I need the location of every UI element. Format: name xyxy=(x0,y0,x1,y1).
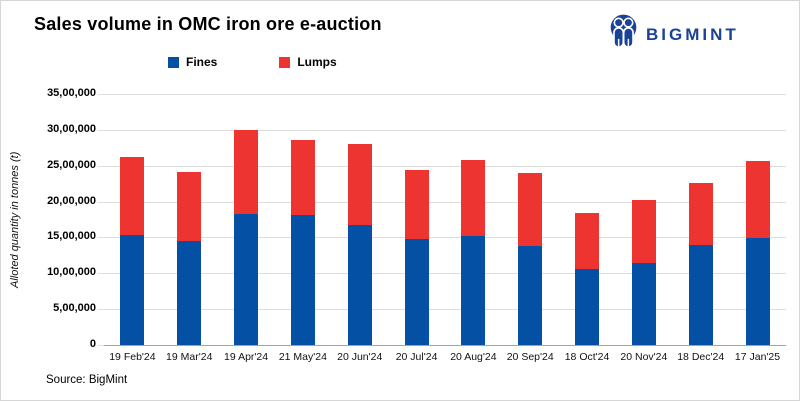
bar-segment-fines xyxy=(745,238,770,345)
x-tick-label: 21 May'24 xyxy=(278,351,327,363)
bar-segment-lumps xyxy=(688,182,713,246)
bar-column xyxy=(445,94,502,345)
x-tick-label: 19 Mar'24 xyxy=(166,351,213,363)
bar-segment-fines xyxy=(290,215,315,345)
y-tick-label: 10,00,000 xyxy=(47,266,96,278)
y-tick-label: 25,00,000 xyxy=(47,159,96,171)
bar-column xyxy=(729,94,786,345)
gridline xyxy=(104,309,786,310)
bar-segment-lumps xyxy=(404,170,429,239)
x-axis-labels: 19 Feb'24 19 Mar'24 19 Apr'24 21 May'24 20 J… xyxy=(104,351,786,363)
bar-segment-fines xyxy=(461,236,486,345)
bar-column xyxy=(559,94,616,345)
bar-column xyxy=(615,94,672,345)
y-tick-mark xyxy=(98,237,104,238)
bar-segment-fines xyxy=(234,213,259,345)
bar-segment-lumps xyxy=(290,139,315,216)
y-tick-label: 5,00,000 xyxy=(53,302,96,314)
chart-title: Sales volume in OMC iron ore e-auction xyxy=(34,14,382,34)
y-tick-mark xyxy=(98,94,104,95)
bar-column xyxy=(274,94,331,345)
bar-segment-lumps xyxy=(177,172,202,242)
bar-segment-lumps xyxy=(120,157,145,235)
bar-segment-fines xyxy=(631,263,656,345)
y-tick-label: 35,00,000 xyxy=(47,87,96,99)
x-tick-label: 19 Apr'24 xyxy=(224,351,269,363)
gridline xyxy=(104,273,786,274)
source-note: Source: BigMint xyxy=(46,374,128,386)
x-tick-label: 20 Jun'24 xyxy=(337,351,383,363)
bar-column xyxy=(672,94,729,345)
y-tick-label: 30,00,000 xyxy=(47,123,96,135)
gridline xyxy=(104,130,786,131)
y-tick-label: 15,00,000 xyxy=(47,230,96,242)
lumps-swatch xyxy=(279,56,291,68)
x-tick-label: 17 Jan'25 xyxy=(734,351,781,363)
bar-segment-fines xyxy=(518,246,543,345)
bar-segment-fines xyxy=(177,241,202,345)
legend-item-lumps: Lumps xyxy=(279,55,337,69)
legend: Fines Lumps xyxy=(168,55,337,69)
y-tick-mark xyxy=(98,309,104,310)
bar-column xyxy=(104,94,161,345)
bars-layer xyxy=(104,94,786,345)
y-tick-mark xyxy=(98,345,104,346)
plot-area xyxy=(104,94,786,346)
lumps-label: Lumps xyxy=(297,55,337,69)
y-tick-label: 0 xyxy=(89,338,96,350)
y-tick-label: 20,00,000 xyxy=(47,195,96,207)
gridline xyxy=(104,94,786,95)
bar-segment-fines xyxy=(575,268,600,345)
x-tick-label: 20 Jul'24 xyxy=(395,351,438,363)
bar-segment-fines xyxy=(120,234,145,345)
y-tick-mark xyxy=(98,166,104,167)
bar-column xyxy=(502,94,559,345)
bar-column xyxy=(161,94,218,345)
x-tick-label: 20 Sep'24 xyxy=(506,351,554,363)
gridline xyxy=(104,202,786,203)
x-tick-label: 18 Dec'24 xyxy=(677,351,725,363)
bar-segment-lumps xyxy=(347,144,372,225)
y-tick-mark xyxy=(98,273,104,274)
bigmint-logo-text: BIGMINT xyxy=(646,24,739,44)
bar-column xyxy=(388,94,445,345)
bar-segment-lumps xyxy=(575,213,600,269)
x-axis-line xyxy=(104,345,786,346)
gridline xyxy=(104,237,786,238)
legend-item-fines: Fines xyxy=(168,55,217,69)
y-tick-mark xyxy=(98,202,104,203)
fines-swatch xyxy=(168,56,179,68)
x-tick-label: 20 Aug'24 xyxy=(450,351,497,363)
fines-label: Fines xyxy=(186,55,218,69)
bar-segment-lumps xyxy=(234,129,259,214)
bar-segment-fines xyxy=(688,245,713,345)
bar-segment-fines xyxy=(404,238,429,345)
bar-segment-lumps xyxy=(461,159,486,236)
y-tick-mark xyxy=(98,130,104,131)
bar-segment-lumps xyxy=(631,200,656,264)
bar-column xyxy=(331,94,388,345)
bigmint-logo: BIGMINT xyxy=(607,13,739,56)
x-tick-label: 18 Oct'24 xyxy=(564,351,610,363)
x-tick-label: 20 Nov'24 xyxy=(620,351,668,363)
bigmint-logo-icon xyxy=(607,13,640,56)
gridline xyxy=(104,166,786,167)
bar-column xyxy=(218,94,275,345)
bar-segment-fines xyxy=(347,224,372,345)
x-tick-label: 19 Feb'24 xyxy=(109,351,156,363)
bar-segment-lumps xyxy=(745,161,770,239)
bar-segment-lumps xyxy=(518,172,543,247)
